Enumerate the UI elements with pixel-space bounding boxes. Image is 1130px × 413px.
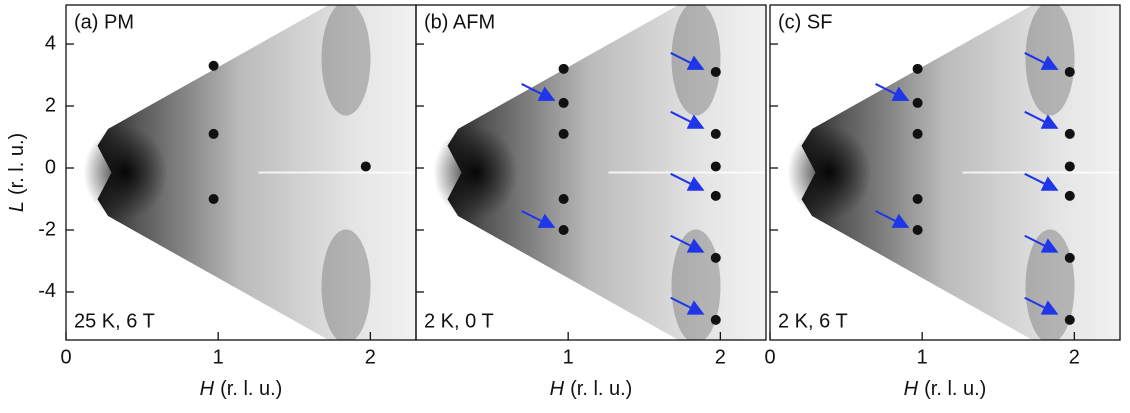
bragg-peak bbox=[1064, 128, 1075, 139]
diffuse-arc bbox=[671, 229, 721, 340]
arrow bbox=[1024, 234, 1059, 253]
x-axis-unit: (r. l. u.) bbox=[570, 378, 632, 400]
bragg-peak bbox=[558, 97, 569, 108]
y-tick-label: -4 bbox=[38, 280, 56, 302]
intensity-map bbox=[433, 5, 766, 340]
condition-label: 25 K, 6 T bbox=[74, 310, 155, 332]
arrow bbox=[521, 210, 556, 228]
arrow bbox=[670, 110, 705, 129]
arrow bbox=[521, 83, 556, 101]
bragg-peak bbox=[912, 128, 923, 139]
bragg-peak bbox=[710, 161, 721, 172]
panel-title: (a) PM bbox=[74, 11, 134, 33]
bragg-peak bbox=[912, 224, 923, 235]
bragg-peak bbox=[208, 128, 219, 139]
bragg-peak bbox=[1064, 190, 1075, 201]
bragg-peak bbox=[558, 193, 569, 204]
y-axis-unit: (r. l. u.) bbox=[6, 133, 28, 195]
diffuse-blob bbox=[787, 125, 872, 220]
x-tick-label: 2 bbox=[365, 346, 376, 368]
intensity-map bbox=[787, 5, 1120, 340]
x-axis-var: H bbox=[200, 378, 215, 400]
arrow bbox=[1024, 296, 1059, 315]
intensity-map bbox=[83, 5, 416, 340]
condition-label: 2 K, 0 T bbox=[424, 310, 494, 332]
bragg-peak bbox=[1064, 161, 1075, 172]
y-tick-label: 2 bbox=[45, 94, 56, 116]
diffuse-blob bbox=[83, 125, 168, 220]
x-axis-unit: (r. l. u.) bbox=[220, 378, 282, 400]
bragg-peak bbox=[710, 314, 721, 325]
x-tick-label: 0 bbox=[764, 346, 775, 368]
diffuse-arc bbox=[321, 5, 371, 116]
diffuse-blob bbox=[433, 125, 518, 220]
arrow bbox=[670, 172, 705, 191]
panel-title: (b) AFM bbox=[424, 11, 495, 33]
bragg-peak bbox=[710, 128, 721, 139]
bragg-peak bbox=[558, 128, 569, 139]
x-tick-label: 2 bbox=[1069, 346, 1080, 368]
diffuse-arc bbox=[671, 5, 721, 116]
bragg-peak bbox=[1064, 314, 1075, 325]
diffuse-cone bbox=[801, 5, 1120, 340]
y-axis-var: L bbox=[6, 201, 28, 212]
arrow bbox=[875, 210, 910, 228]
diffuse-arc bbox=[1025, 229, 1075, 340]
diffuse-arc bbox=[1025, 5, 1075, 116]
bragg-peak bbox=[208, 60, 219, 71]
x-tick-label: 2 bbox=[715, 346, 726, 368]
bragg-peak bbox=[558, 224, 569, 235]
arrow bbox=[875, 83, 910, 101]
bragg-peak bbox=[710, 252, 721, 263]
bragg-peak bbox=[1064, 252, 1075, 263]
bragg-peak bbox=[208, 193, 219, 204]
bragg-peak bbox=[710, 190, 721, 201]
panel: 0 1 2 (c) SF 2 K, 6 T H (r. l. u.) bbox=[764, 4, 1121, 400]
arrow bbox=[670, 52, 705, 70]
diffuse-cone bbox=[97, 5, 416, 340]
frame bbox=[769, 4, 1121, 341]
bragg-peak bbox=[912, 97, 923, 108]
y-tick-label: 0 bbox=[45, 156, 56, 178]
x-axis-label: H (r. l. u.) bbox=[200, 378, 283, 400]
x-tick-label: 1 bbox=[917, 346, 928, 368]
x-tick-label: 0 bbox=[60, 346, 71, 368]
x-axis-var: H bbox=[904, 378, 919, 400]
arrow bbox=[1024, 52, 1059, 70]
arrow bbox=[1024, 172, 1059, 191]
arrow bbox=[670, 234, 705, 253]
bragg-peak bbox=[360, 161, 371, 172]
x-axis-unit: (r. l. u.) bbox=[924, 378, 986, 400]
y-axis-label: L (r. l. u.) bbox=[6, 133, 28, 212]
x-axis-label: H (r. l. u.) bbox=[550, 378, 633, 400]
arrow bbox=[1024, 110, 1059, 129]
bragg-peak bbox=[710, 66, 721, 77]
diffuse-arc bbox=[321, 229, 371, 340]
x-tick-label: 1 bbox=[213, 346, 224, 368]
bragg-peak bbox=[1064, 66, 1075, 77]
diffuse-cone bbox=[447, 5, 766, 340]
bragg-peak bbox=[912, 63, 923, 74]
y-tick-label: -2 bbox=[38, 218, 56, 240]
x-tick-label: 1 bbox=[563, 346, 574, 368]
bragg-peak bbox=[912, 193, 923, 204]
x-axis-var: H bbox=[550, 378, 565, 400]
y-tick-label: 4 bbox=[45, 32, 56, 54]
x-axis-label: H (r. l. u.) bbox=[904, 378, 987, 400]
arrow bbox=[670, 296, 705, 315]
bragg-peak bbox=[558, 63, 569, 74]
panel-title: (c) SF bbox=[778, 11, 832, 33]
frame bbox=[415, 4, 767, 341]
condition-label: 2 K, 6 T bbox=[778, 310, 848, 332]
panel: 1 2 (b) AFM 2 K, 0 T H (r. l. u.) bbox=[415, 4, 767, 400]
